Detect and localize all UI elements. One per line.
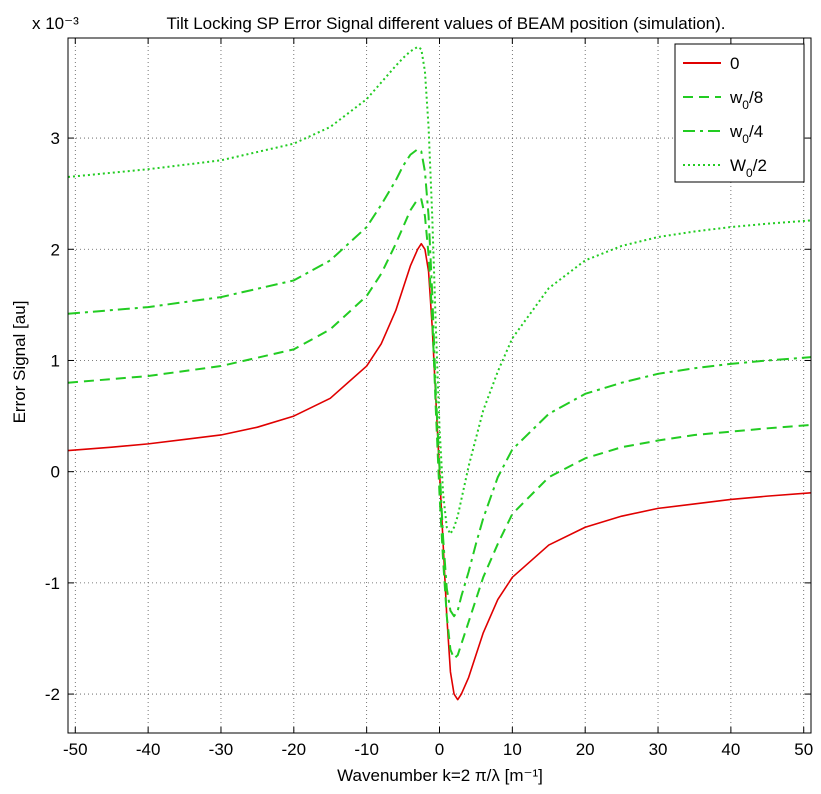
legend-box (674, 43, 805, 183)
x-tick-label: 50 (794, 740, 813, 759)
x-tick-label: -10 (354, 740, 379, 759)
x-tick-label: -40 (136, 740, 161, 759)
x-axis-label: Wavenumber k=2 π/λ [m⁻¹] (337, 766, 543, 785)
y-tick-label: 2 (51, 240, 60, 259)
x-tick-label: 0 (435, 740, 444, 759)
y-tick-label: 3 (51, 129, 60, 148)
x-tick-label: 10 (503, 740, 522, 759)
legend: 0 w0/8 w0/4 W0/2 (674, 43, 805, 183)
x-tick-label: 30 (649, 740, 668, 759)
ticks (68, 38, 811, 733)
y-tick-label: 1 (51, 351, 60, 370)
series-layer (67, 45, 812, 701)
legend-label-0: 0 (730, 54, 739, 73)
x-tick-label: 20 (576, 740, 595, 759)
x-tick-label: -30 (209, 740, 234, 759)
series-line-1 (67, 198, 812, 660)
legend-label-2: w0/4 (729, 122, 763, 146)
y-exponent-label: x 10⁻³ (32, 14, 79, 33)
x-tick-label: -20 (282, 740, 307, 759)
y-tick-label: 0 (51, 463, 60, 482)
y-axis-label: Error Signal [au] (10, 301, 29, 424)
x-tick-label: -50 (63, 740, 88, 759)
series-line-2 (67, 148, 812, 618)
chart-title: Tilt Locking SP Error Signal different v… (166, 14, 725, 33)
legend-label-3: W0/2 (730, 156, 767, 180)
legend-label-1: w0/8 (729, 88, 763, 112)
x-tick-label: 40 (721, 740, 740, 759)
y-tick-label: -2 (45, 685, 60, 704)
y-tick-label: -1 (45, 574, 60, 593)
